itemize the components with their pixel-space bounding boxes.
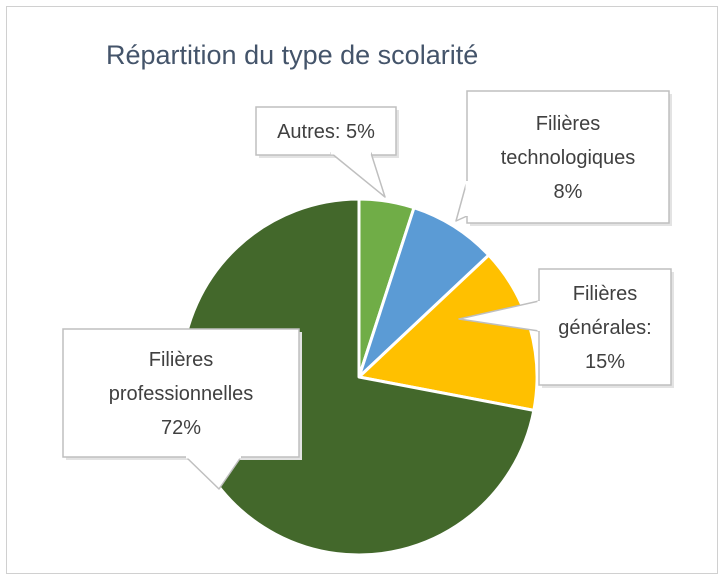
chart-area: Répartition du type de scolarité Autres:… bbox=[6, 6, 718, 574]
data-label-1-line-2: 8% bbox=[554, 181, 583, 203]
callout-box bbox=[538, 268, 672, 386]
callouts-layer: Autres: 5% Filièrestechnologiques8%Filièr… bbox=[62, 90, 674, 490]
callout-box bbox=[466, 90, 670, 224]
pie-slice-3 bbox=[179, 197, 536, 557]
data-label-0-line-0: Autres: 5% bbox=[277, 121, 375, 143]
data-label-1-line-1: technologiques bbox=[501, 147, 636, 169]
data-label-3-line-1: professionnelles bbox=[109, 383, 254, 405]
callout-3: Filières professionnelles 72% bbox=[62, 328, 302, 490]
callout-box bbox=[62, 328, 300, 458]
slices-layer bbox=[179, 197, 539, 557]
callout-box bbox=[255, 106, 397, 156]
callout-pointer bbox=[455, 180, 468, 222]
data-label-3-line-0: Filières bbox=[149, 349, 213, 371]
callout-2: Filières générales: 15% bbox=[458, 268, 674, 388]
data-label-2-line-0: Filières bbox=[573, 283, 637, 305]
data-label-3-line-2: 72% bbox=[161, 417, 201, 439]
chart-title: Répartition du type de scolarité bbox=[106, 40, 478, 70]
data-label-2-line-2: 15% bbox=[585, 351, 625, 373]
callout-pointer bbox=[330, 152, 386, 198]
data-label-1-line-0: Filières bbox=[536, 113, 600, 135]
callout-1: Filières technologiques 8% bbox=[455, 90, 672, 226]
data-label-2-line-1: générales: bbox=[558, 317, 651, 339]
callout-0: Autres: 5% bbox=[255, 106, 399, 198]
pie-slice-1 bbox=[357, 206, 491, 379]
